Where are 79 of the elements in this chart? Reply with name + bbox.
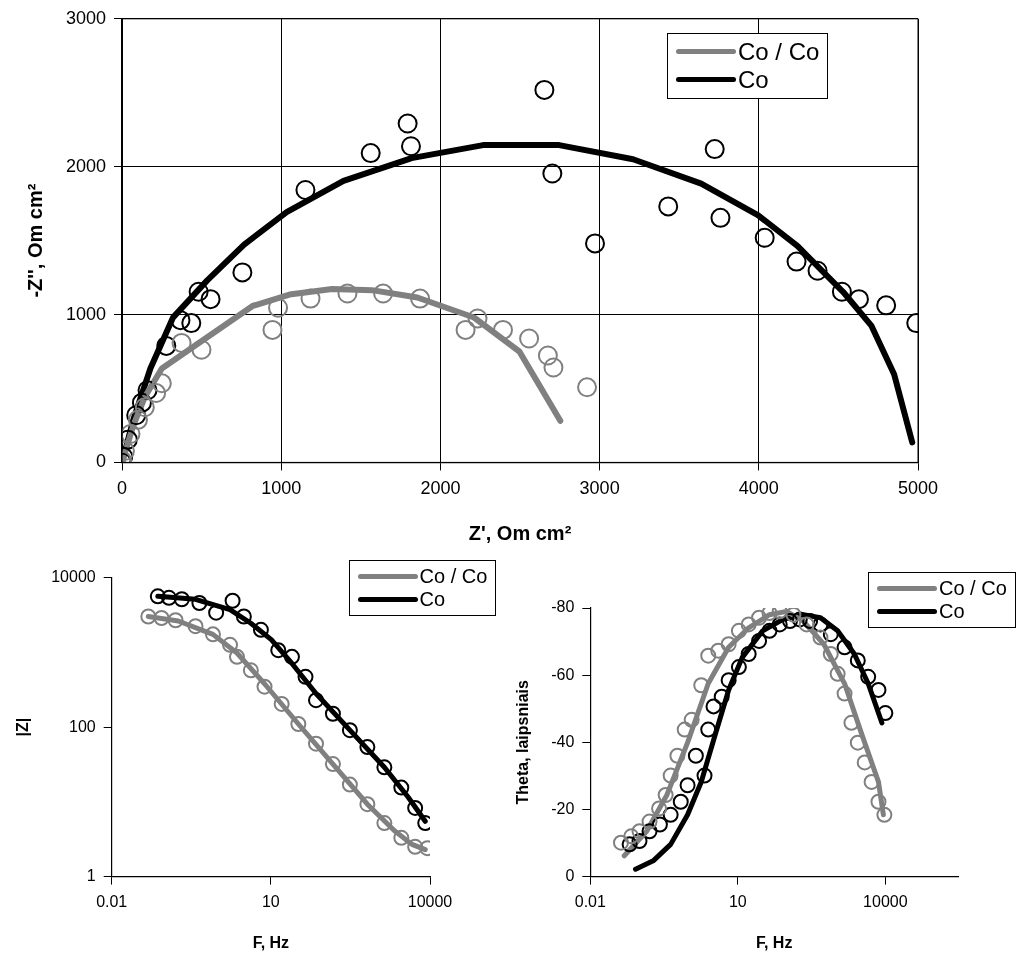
point [710,207,731,228]
point [300,288,321,309]
x-tick-label: 3000 [579,478,620,499]
x-axis-title: Z', Om cm² [468,521,572,544]
y-tick-label: 100 [68,717,96,735]
point [519,328,540,349]
y-tick-label: 0 [565,867,575,885]
point [131,392,152,413]
point [577,377,598,398]
point [410,288,431,309]
y-tick-label: 2000 [66,155,107,176]
x-tick-label: 0 [117,478,128,499]
point [181,313,202,334]
legend-label: Co / Co [419,565,488,588]
x-tick-label: 1000 [261,478,302,499]
point [151,373,172,394]
point [232,262,253,283]
point [188,281,209,302]
point [191,339,212,360]
point [262,319,283,340]
x-tick-label: 2000 [420,478,461,499]
point [807,260,828,281]
point [373,283,394,304]
point [397,113,418,134]
x-tick-label: 4000 [738,478,779,499]
legend-label: Co [738,65,769,94]
y-tick-label: 3000 [66,7,107,28]
y-axis-title: -Z'', Om cm² [23,183,46,298]
y-tick-label: -60 [551,665,575,683]
point [137,380,158,401]
point [492,319,513,340]
y-tick-label: 10000 [51,568,96,586]
legend-label: Co / Co [939,577,1007,600]
point [704,139,725,160]
y-tick-label: -40 [551,732,575,750]
point [585,233,605,254]
x-tick-label: 10 [261,892,280,910]
point [200,289,221,310]
x-tick-label: 10 [728,892,747,910]
point [360,143,381,164]
legend-label: Co [419,588,446,611]
y-tick-label: 0 [96,451,107,472]
x-axis-title: F, Hz [755,933,793,951]
point [337,283,358,304]
point [467,308,488,329]
point [534,79,555,100]
x-tick-label: 0.01 [574,892,606,910]
point [754,227,775,248]
point [537,345,558,366]
y-axis-title: Theta, laipsniais [514,679,532,805]
y-axis-title: |Z| [14,717,32,737]
point [542,163,563,184]
point [171,332,192,353]
x-tick-label: 10000 [863,892,908,910]
point [268,297,289,318]
legend-label: Co / Co [738,37,820,66]
point [170,310,191,331]
point [122,424,141,445]
point [543,357,564,378]
x-tick-label: 0.01 [96,892,128,910]
legend-label: Co [939,600,965,623]
point [831,281,852,302]
point [156,335,177,356]
point [134,397,155,418]
y-tick-label: 1 [86,867,96,885]
point [400,136,421,157]
point [658,196,679,217]
x-tick-label: 10000 [407,892,453,910]
x-axis-title: F, Hz [252,933,290,951]
point [146,383,167,404]
point [876,295,897,316]
point [295,180,316,201]
point [786,251,807,272]
y-tick-label: -20 [551,799,575,817]
point [455,319,476,340]
point [848,289,869,310]
y-tick-label: -80 [551,598,575,616]
x-tick-label: 5000 [897,478,939,499]
y-tick-label: 1000 [66,303,107,324]
